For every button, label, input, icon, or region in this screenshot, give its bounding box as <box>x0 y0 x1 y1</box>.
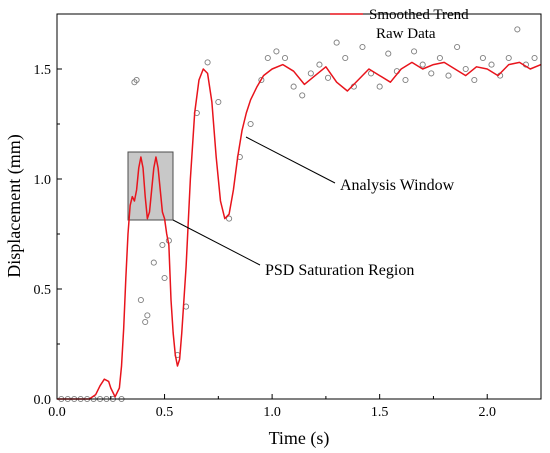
raw-data-point <box>204 59 211 66</box>
raw-data-point <box>411 48 418 55</box>
raw-data-point <box>150 259 157 266</box>
raw-data-point <box>133 76 140 84</box>
raw-data-point <box>333 39 340 46</box>
x-tick-label: 0.0 <box>48 405 66 420</box>
raw-data-point <box>142 318 149 326</box>
raw-data-point <box>281 54 289 62</box>
raw-data-point <box>531 54 538 62</box>
legend-label-raw-data: Raw Data <box>376 26 436 42</box>
raw-data-point <box>514 26 521 33</box>
y-tick-label: 0.0 <box>34 393 52 408</box>
raw-data-point <box>316 61 323 68</box>
legend-label-smoothed-trend: Smoothed Trend <box>369 7 469 23</box>
raw-data-point <box>479 54 486 62</box>
x-tick-label: 0.5 <box>156 405 174 420</box>
raw-data-point <box>376 83 383 90</box>
raw-data-point <box>436 54 443 62</box>
raw-data-point <box>402 76 409 84</box>
raw-data-point <box>342 54 349 62</box>
raw-data-point <box>247 120 254 128</box>
psd-saturation-label: PSD Saturation Region <box>265 262 414 279</box>
legend: Smoothed Trend Raw Data <box>330 7 469 42</box>
analysis-window-label: Analysis Window <box>340 177 455 194</box>
y-axis-ticks: 0.0 0.5 1.0 1.5 <box>34 63 62 408</box>
psd-saturation-rect <box>127 151 174 221</box>
raw-data-point <box>161 274 168 282</box>
psd-saturation-box <box>127 151 174 221</box>
raw-data-point <box>273 48 280 55</box>
annotations: Analysis Window PSD Saturation Region <box>172 136 455 279</box>
raw-data-point <box>359 43 366 51</box>
y-tick-label: 1.0 <box>34 173 52 188</box>
y-tick-label: 1.5 <box>34 63 52 78</box>
plot-frame <box>56 13 542 400</box>
raw-data-point <box>454 43 461 51</box>
x-axis-label: Time (s) <box>269 428 330 449</box>
raw-data-point <box>264 54 271 62</box>
raw-data-point <box>419 61 426 68</box>
raw-data-point <box>137 296 144 304</box>
raw-data-point <box>428 70 435 77</box>
x-tick-label: 1.0 <box>263 405 281 420</box>
raw-data-point <box>144 312 151 319</box>
x-tick-label: 2.0 <box>478 405 496 420</box>
axes <box>56 13 542 400</box>
analysis-window-leader <box>245 136 336 184</box>
raw-data-point <box>324 74 332 81</box>
raw-data-point <box>290 83 297 90</box>
smoothed-trend-line <box>57 61 542 400</box>
raw-data-point <box>445 72 452 79</box>
raw-data-point <box>258 76 265 84</box>
raw-data-point <box>505 54 512 62</box>
psd-saturation-leader <box>172 219 261 266</box>
raw-data-point <box>299 92 306 99</box>
x-axis-ticks: 0.0 0.5 1.0 1.5 2.0 <box>48 394 496 420</box>
raw-data-point <box>471 76 478 84</box>
y-axis-label: Displacement (mm) <box>4 134 25 277</box>
raw-data-point <box>385 50 392 57</box>
raw-data-point <box>226 215 233 222</box>
y-tick-label: 0.5 <box>34 283 52 298</box>
raw-data-point <box>307 70 314 77</box>
raw-data-point <box>488 61 495 68</box>
x-tick-label: 1.5 <box>371 405 389 420</box>
raw-data-point <box>462 65 469 73</box>
raw-data-point <box>159 241 166 249</box>
smoothed-trend-series <box>57 61 542 400</box>
raw-data-point <box>215 98 222 106</box>
